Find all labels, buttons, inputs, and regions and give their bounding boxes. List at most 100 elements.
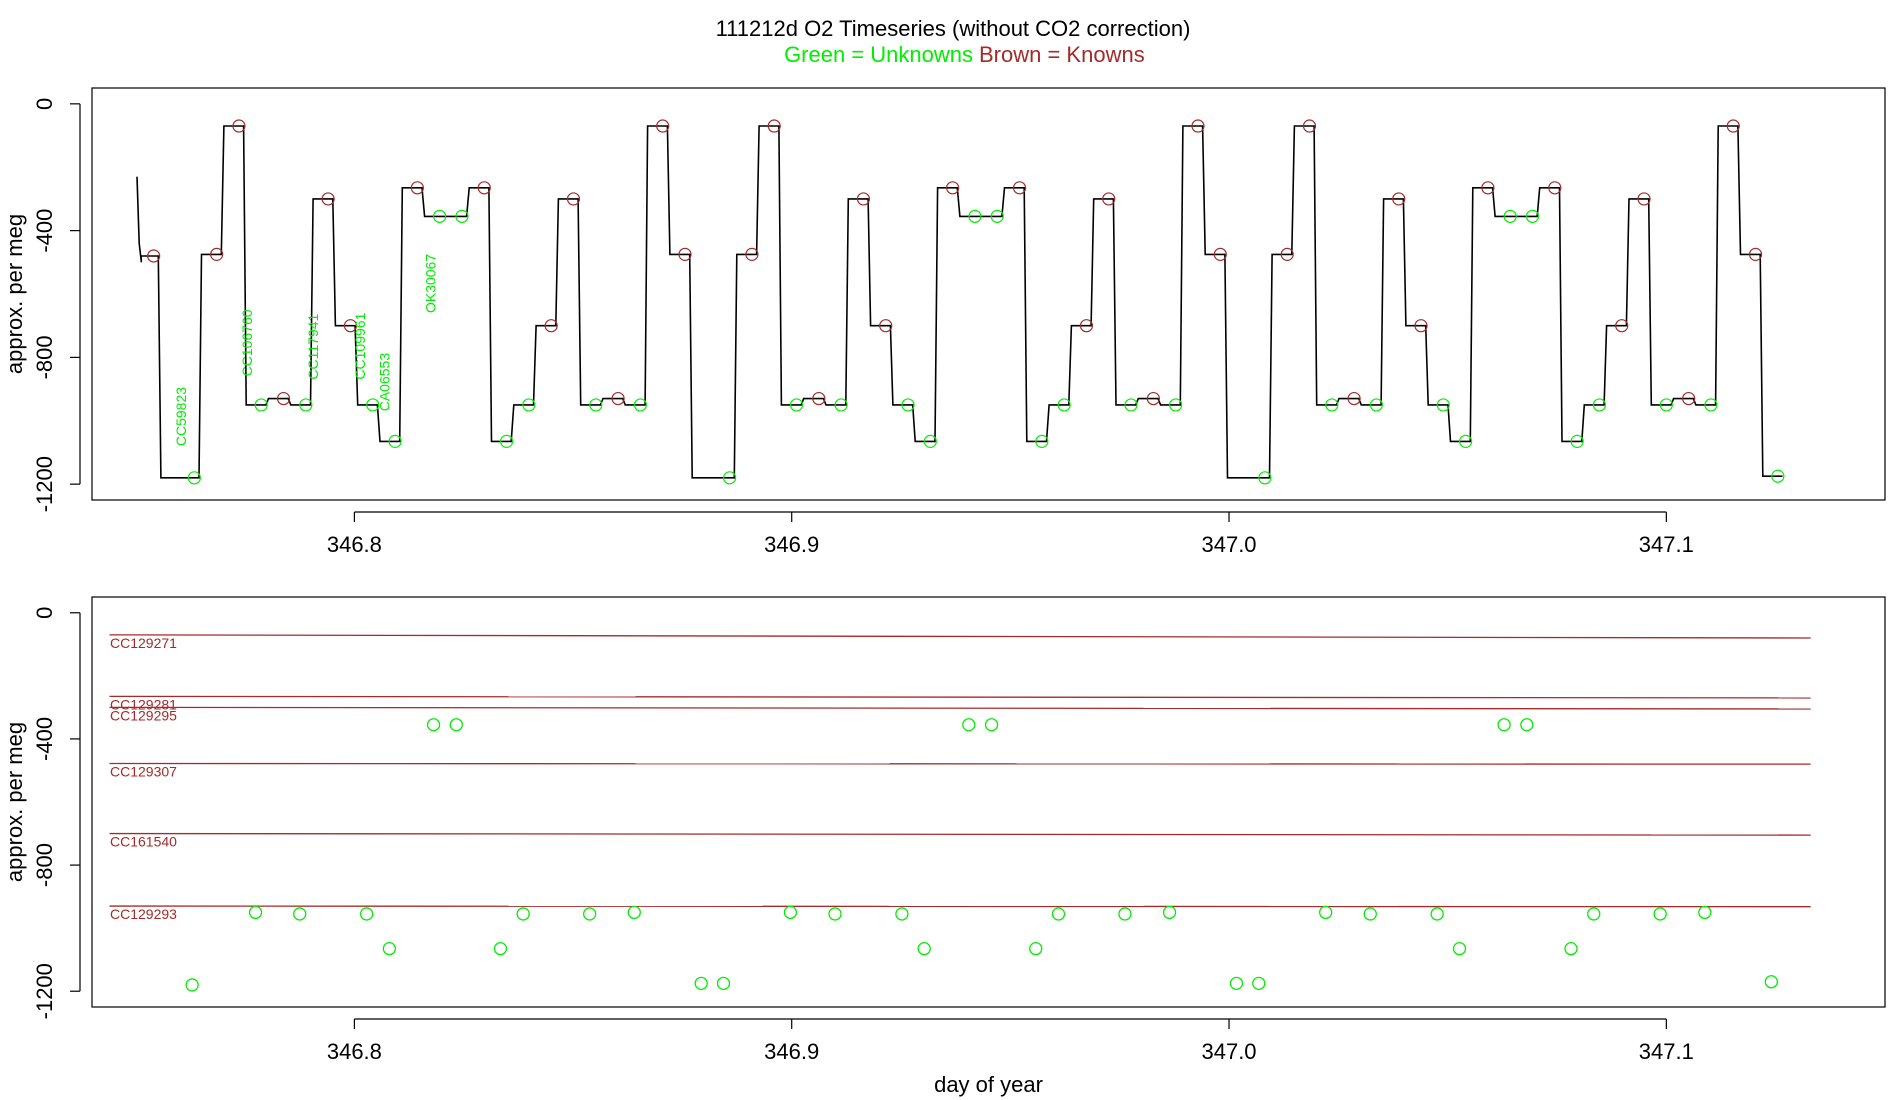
known-marker [1012, 181, 1027, 195]
x-tick-label: 346.8 [327, 1039, 382, 1064]
unknown-point [962, 718, 976, 732]
known-marker [879, 319, 893, 333]
known-reference-line [109, 695, 1811, 699]
known-marker [812, 391, 826, 406]
unknown-marker [254, 398, 268, 412]
unknown-marker [1525, 209, 1540, 223]
unknown-point [1118, 907, 1132, 921]
known-reference-line [109, 905, 1811, 908]
known-marker [767, 119, 781, 133]
known-line-label: CC129271 [110, 635, 177, 651]
known-marker [1414, 319, 1428, 333]
unknown-marker [633, 398, 647, 412]
known-marker [210, 247, 224, 261]
unknown-point [1162, 905, 1177, 920]
unknown-marker [499, 434, 514, 448]
unknown-point [1430, 907, 1444, 921]
known-marker [1347, 391, 1361, 406]
unknown-point [1564, 942, 1578, 956]
unknown-marker [1369, 398, 1384, 412]
y-axis-label: approx. per meg [2, 722, 27, 882]
unknown-point [493, 942, 508, 956]
o2-trace-line [136, 125, 1783, 479]
known-marker [1637, 192, 1651, 206]
unknown-point [1698, 905, 1712, 920]
sample-label: CC59823 [173, 387, 189, 446]
known-marker [1682, 391, 1696, 406]
known-reference-line [109, 634, 1811, 639]
y-tick-label: 0 [32, 98, 57, 110]
x-tick-label: 347.1 [1639, 532, 1694, 557]
unknown-marker [1057, 398, 1071, 412]
unknown-point [1587, 907, 1601, 921]
known-marker [147, 249, 161, 263]
known-marker [1079, 319, 1094, 333]
y-axis-label: approx. per meg [2, 214, 27, 374]
unknown-marker [789, 398, 804, 412]
sample-label: CA06553 [376, 353, 392, 412]
known-marker [1748, 247, 1763, 261]
known-line-label: CC129295 [110, 707, 177, 723]
known-marker [410, 181, 424, 195]
unknown-point [449, 718, 463, 732]
unknown-marker [968, 209, 982, 223]
known-marker [1280, 247, 1294, 261]
unknown-point [248, 905, 263, 920]
known-marker [1302, 119, 1317, 133]
known-marker [946, 181, 960, 195]
unknown-point [382, 942, 397, 956]
unknown-point [293, 907, 307, 921]
x-axis-label: day of year [934, 1072, 1043, 1097]
known-marker [544, 319, 558, 333]
chart-title: 111212d O2 Timeseries (without CO2 corre… [716, 16, 1191, 41]
unknown-marker [187, 471, 201, 485]
unknown-point [1520, 718, 1534, 732]
known-marker [678, 247, 692, 261]
unknown-marker [1035, 434, 1049, 448]
unknown-marker [455, 209, 469, 223]
unknown-point [1319, 905, 1333, 920]
known-line-label: CC129293 [110, 906, 177, 922]
unknown-point [627, 905, 641, 920]
unknown-point [694, 976, 708, 990]
x-tick-label: 346.9 [764, 532, 819, 557]
known-marker [276, 391, 291, 406]
known-marker [1726, 119, 1740, 133]
known-marker [656, 119, 670, 133]
unknown-point [1252, 976, 1266, 990]
unknown-point [1029, 942, 1043, 956]
unknown-marker [1325, 398, 1339, 412]
bottom-panel: 0 -400 -800 -1200 approx. per meg 346.8 346.9 3… [2, 596, 1886, 1097]
known-marker [1213, 247, 1227, 261]
unknown-marker [1258, 471, 1272, 485]
top-panel: 0 -400 -800 -1200 approx. per meg 346.8 346.9 3… [2, 87, 1886, 557]
y-tick-label: -1200 [32, 456, 57, 512]
y-tick-label: -400 [32, 717, 57, 761]
unknown-marker [299, 398, 313, 412]
x-tick-label: 347.0 [1201, 1039, 1256, 1064]
known-marker [1146, 391, 1160, 406]
known-reference-line [109, 706, 1811, 710]
unknown-point [1452, 942, 1467, 956]
known-line-label: CC161540 [110, 834, 177, 850]
y-tick-label: -400 [32, 209, 57, 253]
known-marker [477, 181, 491, 195]
unknown-point [583, 907, 597, 921]
unknown-marker [1503, 209, 1517, 223]
x-tick-label: 346.9 [764, 1039, 819, 1064]
legend-unknowns-note: Green = Unknowns [784, 42, 973, 67]
unknown-point [1363, 907, 1377, 921]
known-marker [343, 319, 358, 333]
known-marker [1392, 192, 1406, 206]
unknown-point [828, 907, 842, 921]
unknown-point [1497, 718, 1511, 732]
unknown-point [716, 976, 731, 990]
unknown-marker [1124, 398, 1138, 412]
unknown-marker [723, 471, 737, 485]
x-tick-label: 347.0 [1201, 532, 1256, 557]
unknown-point [516, 907, 530, 921]
known-marker [1548, 181, 1562, 195]
unknown-point [1229, 976, 1244, 990]
